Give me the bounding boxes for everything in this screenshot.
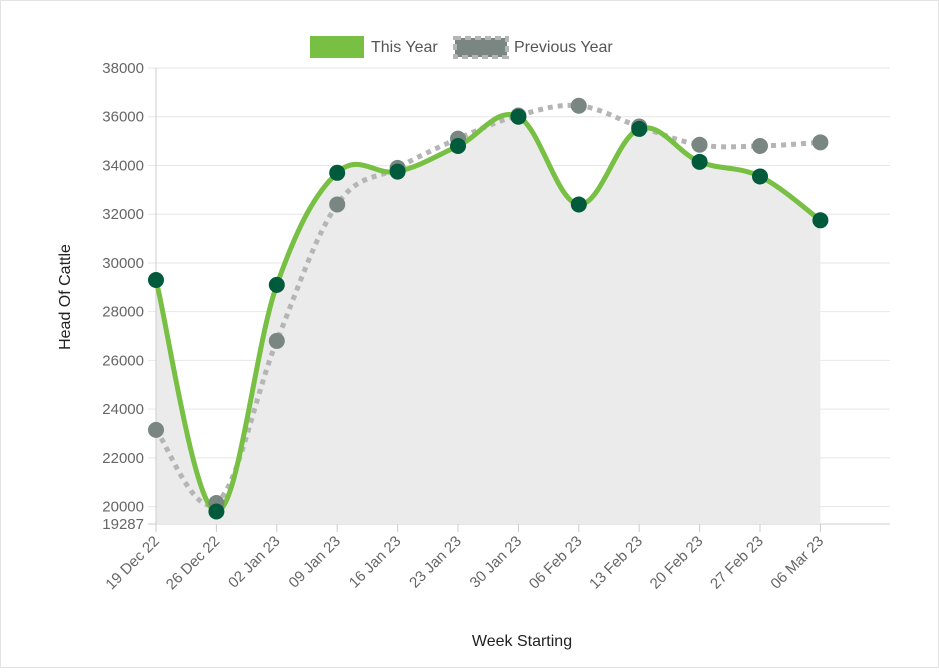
x-tick-label: 27 Feb 23 [707,533,767,593]
x-tick-label: 19 Dec 22 [102,533,162,593]
x-axis-title: Week Starting [472,633,572,650]
x-tick-label: 13 Feb 23 [586,533,646,593]
axes [155,68,821,532]
point-this-year[interactable] [450,137,466,154]
point-previous-year[interactable] [752,137,768,154]
area-this-year [156,114,821,525]
point-previous-year[interactable] [148,421,164,438]
point-previous-year[interactable] [329,196,346,213]
y-tick-label: 26000 [102,352,144,369]
y-tick-label: 22000 [102,450,144,467]
point-this-year[interactable] [208,503,225,520]
x-tick-label: 16 Jan 23 [346,533,405,592]
point-this-year[interactable] [570,196,587,213]
point-previous-year[interactable] [570,97,587,114]
point-this-year[interactable] [148,272,164,289]
point-this-year[interactable] [691,153,708,170]
legend-label-this-year: This Year [371,39,438,56]
y-tick-label: 19287 [102,516,144,533]
y-tick-label: 20000 [102,499,144,516]
point-this-year[interactable] [268,276,285,293]
y-tick-label: 30000 [102,255,144,272]
y-tick-label: 24000 [102,401,144,418]
point-previous-year[interactable] [812,134,829,151]
point-previous-year[interactable] [691,136,708,153]
x-tick-label: 30 Jan 23 [467,533,526,592]
point-this-year[interactable] [389,163,406,180]
point-previous-year[interactable] [268,332,285,349]
y-tick-label: 28000 [102,304,144,321]
x-axis-ticks: 19 Dec 22 26 Dec 22 02 Jan 23 09 Jan 23 16 J… [102,533,827,593]
y-tick-label: 32000 [102,206,144,223]
y-axis-ticks: 38000 36000 34000 32000 30000 28000 26000 24000… [102,60,144,533]
x-tick-label: 06 Mar 23 [767,533,827,593]
y-axis-title: Head Of Cattle [57,244,74,350]
y-tick-label: 36000 [102,109,144,126]
point-this-year[interactable] [329,164,346,181]
x-tick-label: 06 Feb 23 [526,533,586,593]
this-year-area [156,114,821,525]
x-tick-label: 23 Jan 23 [406,533,465,592]
x-tick-label: 09 Jan 23 [285,533,344,592]
legend-swatch-this-year [310,36,364,58]
point-this-year[interactable] [752,168,768,185]
x-tick-label: 20 Feb 23 [647,533,707,593]
point-this-year[interactable] [812,212,829,229]
y-tick-label: 38000 [102,60,144,77]
legend[interactable]: This Year Previous Year [310,36,613,59]
point-this-year[interactable] [510,108,527,125]
x-tick-label: 02 Jan 23 [225,533,284,592]
x-tick-label: 26 Dec 22 [163,533,223,593]
legend-swatch-previous-year [453,36,509,59]
point-this-year[interactable] [631,120,648,137]
series-points [148,97,829,520]
legend-label-previous-year: Previous Year [514,39,613,56]
legend-item-previous-year[interactable]: Previous Year [453,36,613,59]
legend-item-this-year[interactable]: This Year [310,36,438,58]
y-tick-label: 34000 [102,157,144,174]
